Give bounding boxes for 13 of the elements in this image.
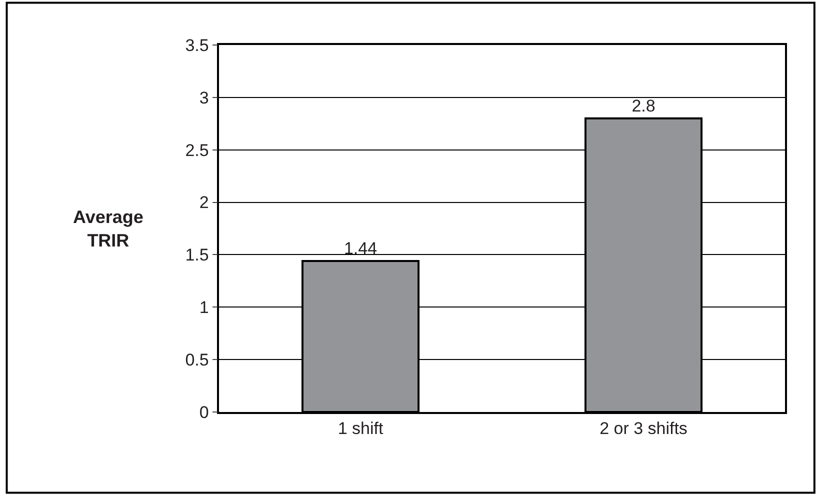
data-label: 1.44	[344, 239, 378, 258]
data-label: 2.8	[632, 96, 656, 116]
y-tick-label: 2	[199, 193, 209, 212]
y-tick-label: 3.5	[185, 36, 209, 55]
y-tick-label: 1.5	[185, 246, 209, 265]
y-tick-label: 1	[199, 298, 209, 318]
x-tick-label: 1 shift	[338, 419, 384, 438]
y-tick-label: 2.5	[185, 140, 209, 160]
y-axis-title: Average TRIR	[73, 207, 144, 250]
x-tick-label: 2 or 3 shifts	[600, 419, 688, 438]
y-tick-label: 0.5	[185, 350, 209, 370]
y-tick-label: 0	[199, 402, 209, 422]
y-tick-label: 3	[199, 88, 209, 108]
